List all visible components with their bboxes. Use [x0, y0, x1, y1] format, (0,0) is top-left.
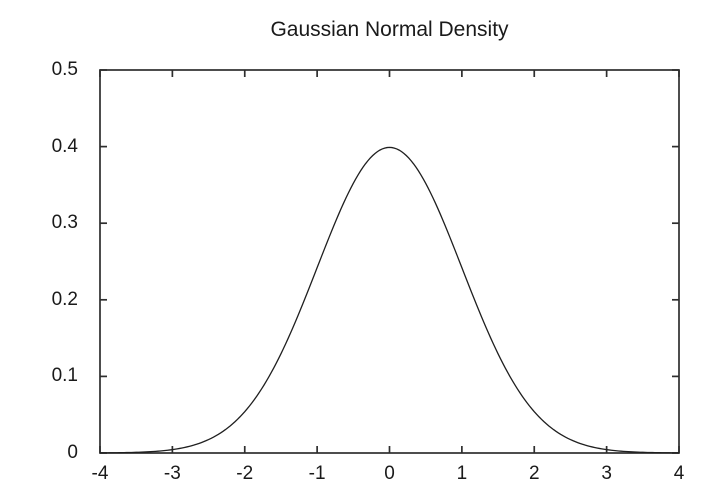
chart-title: Gaussian Normal Density	[270, 18, 509, 41]
y-tick-label: 0.2	[51, 288, 78, 310]
y-tick-label: 0.4	[51, 135, 78, 157]
y-tick-label: 0	[67, 442, 78, 463]
axis-tick-marks	[99, 69, 680, 454]
x-tick-label: 2	[528, 463, 540, 484]
x-tick-label: 0	[384, 463, 395, 484]
x-tick-label: -3	[163, 463, 181, 484]
x-tick-label: 4	[673, 463, 685, 484]
y-tick-label: 0.1	[51, 365, 78, 387]
x-tick-label: 3	[601, 463, 612, 484]
x-tick-label: -1	[308, 463, 326, 484]
y-tick-label: 0.3	[51, 212, 78, 234]
x-tick-label: 1	[456, 463, 468, 484]
x-tick-label: -4	[91, 463, 109, 484]
plot-border	[99, 69, 680, 454]
gaussian-density-curve	[99, 146, 680, 454]
x-tick-label: -2	[236, 463, 254, 484]
y-tick-label: 0.5	[51, 59, 78, 80]
